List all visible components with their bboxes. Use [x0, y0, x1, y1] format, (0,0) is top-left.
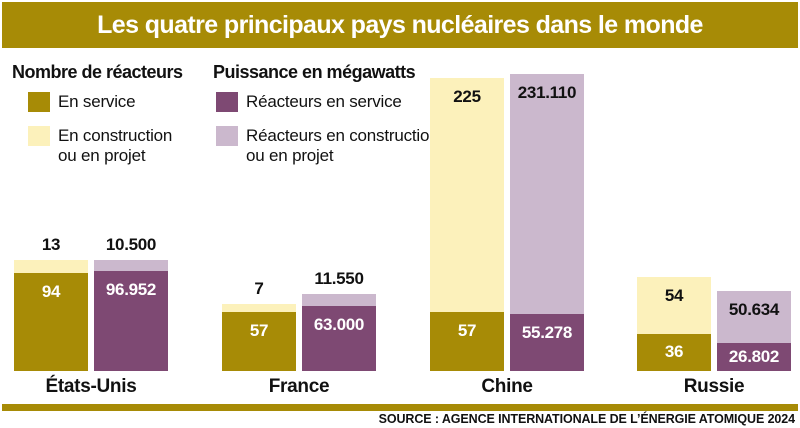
legend-label-reactors-construction: En construction ou en projet	[58, 126, 173, 165]
bar-segment-service-mw-1	[302, 305, 376, 371]
bar-value-service-reactors-1: 57	[249, 320, 269, 340]
purple-swatch-icon	[216, 92, 238, 112]
country-label-2: Chine	[481, 376, 533, 397]
legend-power: Puissance en mégawatts Réacteurs en serv…	[213, 62, 451, 180]
pale-yellow-swatch-icon	[28, 126, 50, 146]
legend-label-power-construction: Réacteurs en construction ou en projet	[246, 126, 439, 165]
legend-label-reactors-in-service: En service	[58, 92, 136, 111]
bar-value-service-mw-0: 96.952	[105, 279, 157, 299]
bar-segment-service-mw-2	[510, 313, 584, 371]
lavender-swatch-icon	[216, 126, 238, 146]
legend-item-reactors-construction: En construction ou en projet	[12, 126, 190, 166]
bar-segment-service-reactors-0	[14, 273, 88, 371]
bar-segment-service-reactors-1	[222, 311, 296, 371]
bar-segment-construction-reactors-2	[430, 77, 504, 312]
source-credit: SOURCE : AGENCE INTERNATIONALE DE L’ÉNER…	[378, 412, 795, 426]
bar-segment-construction-mw-0	[94, 259, 168, 271]
legend-item-reactors-in-service: En service	[12, 92, 190, 112]
bar-value-service-reactors-2: 57	[457, 320, 477, 340]
legend-reactors-heading: Nombre de réacteurs	[12, 62, 183, 82]
bar-value-service-mw-3: 26.802	[728, 347, 780, 367]
bar-segment-construction-mw-1	[302, 293, 376, 306]
bar-segment-construction-reactors-0	[14, 259, 88, 274]
bar-segment-construction-reactors-1	[222, 304, 296, 312]
legend-item-power-in-service: Réacteurs en service	[213, 92, 451, 112]
bar-value-construction-mw-2: 231.110	[517, 83, 577, 103]
bar-value-construction-mw-0: 10.500	[105, 234, 157, 254]
bar-value-service-reactors-0: 94	[41, 282, 61, 302]
bar-segment-service-reactors-3	[637, 333, 711, 371]
country-label-1: France	[268, 376, 330, 397]
bottom-rule	[2, 404, 798, 411]
bar-segment-service-reactors-2	[430, 311, 504, 371]
bar-segment-service-mw-3	[717, 343, 791, 371]
bar-value-service-reactors-3: 36	[664, 342, 684, 362]
country-label-3: Russie	[683, 376, 745, 397]
gold-swatch-icon	[28, 92, 50, 112]
bar-value-service-mw-1: 63.000	[313, 314, 365, 334]
legend-label-power-in-service: Réacteurs en service	[246, 92, 402, 111]
legend-reactors: Nombre de réacteurs En service En constr…	[12, 62, 190, 180]
bar-value-construction-reactors-2: 225	[453, 86, 481, 106]
bar-value-construction-reactors-3: 54	[664, 286, 684, 306]
bar-value-construction-reactors-0: 13	[41, 234, 61, 254]
legend-item-power-construction: Réacteurs en construction ou en projet	[213, 126, 451, 166]
bar-segment-construction-mw-2	[510, 74, 584, 314]
bar-value-service-mw-2: 55.278	[521, 322, 573, 342]
bar-segment-service-mw-0	[94, 270, 168, 371]
legend-power-heading: Puissance en mégawatts	[213, 62, 416, 82]
bar-segment-construction-reactors-3	[637, 277, 711, 334]
bar-value-construction-mw-1: 11.550	[314, 268, 364, 288]
page-title: Les quatre principaux pays nucléaires da…	[97, 10, 703, 39]
title-bar: Les quatre principaux pays nucléaires da…	[2, 2, 798, 48]
bar-value-construction-mw-3: 50.634	[728, 299, 780, 319]
bar-value-construction-reactors-1: 7	[254, 279, 264, 299]
bar-segment-construction-mw-3	[717, 290, 791, 344]
country-label-0: États-Unis	[45, 376, 137, 397]
